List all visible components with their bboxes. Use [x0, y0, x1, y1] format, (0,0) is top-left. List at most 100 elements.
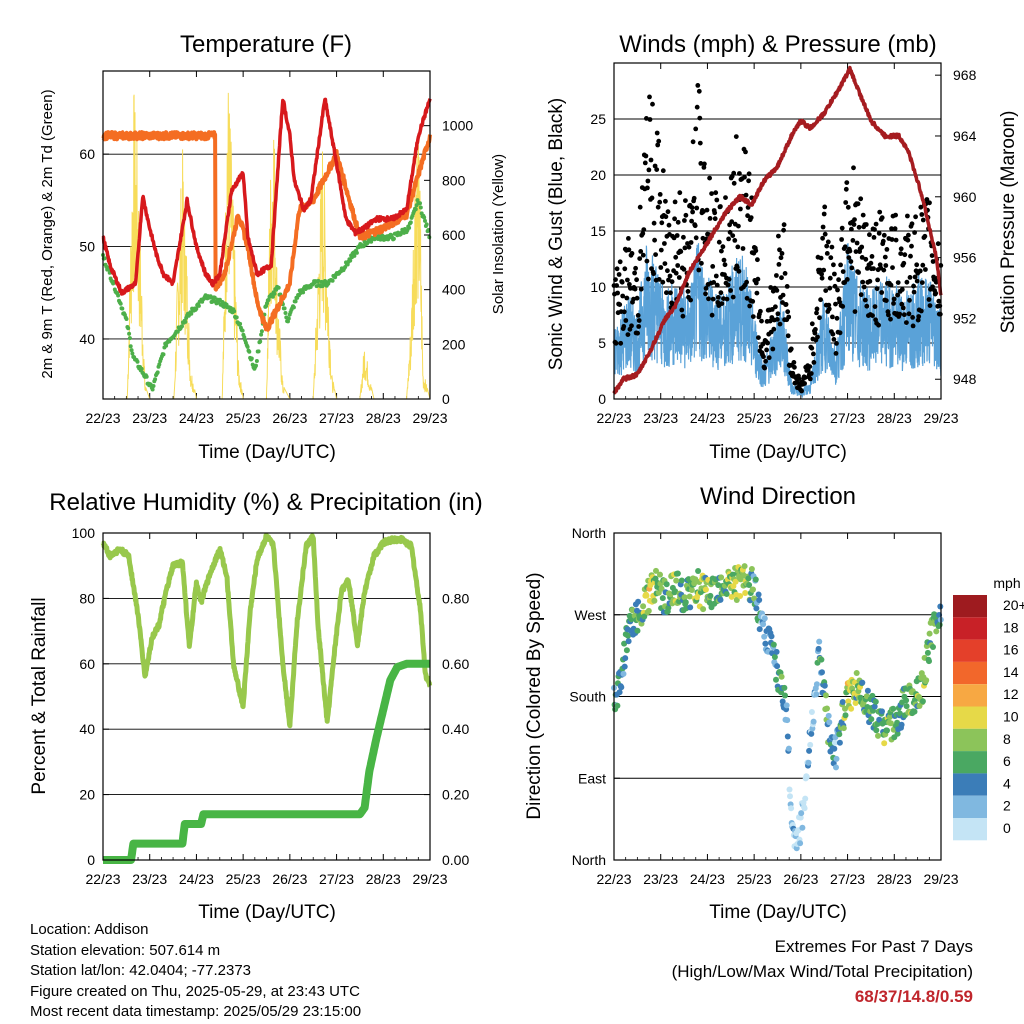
gust-point: [695, 83, 701, 88]
gust-point: [781, 227, 786, 233]
dewpoint-point: [348, 258, 353, 263]
gust-point: [720, 244, 726, 250]
gust-point: [914, 278, 920, 284]
x-tick-label: 24/23: [690, 871, 725, 887]
gust-point: [743, 149, 748, 155]
direction-point: [821, 682, 828, 689]
direction-point: [761, 633, 768, 640]
gust-point: [783, 302, 789, 307]
gust-point: [676, 275, 682, 280]
direction-point: [868, 716, 875, 723]
gust-point: [818, 297, 823, 303]
gust-point: [863, 256, 869, 262]
gust-point: [851, 165, 856, 171]
gust-point: [674, 233, 680, 238]
gust-point: [834, 341, 839, 346]
direction-point: [643, 592, 650, 599]
gust-point: [742, 174, 747, 180]
gust-point: [691, 195, 697, 201]
gust-point: [776, 233, 781, 239]
y-tick-right-label: 968: [953, 67, 977, 83]
gust-point: [916, 314, 922, 319]
direction-point: [845, 698, 852, 705]
gust-point: [666, 222, 672, 228]
gust-point: [843, 186, 849, 192]
direction-point: [745, 575, 752, 582]
gust-point: [831, 337, 837, 342]
x-tick-label: 26/23: [783, 410, 818, 426]
gust-point: [706, 296, 711, 302]
direction-point: [831, 745, 838, 752]
gust-point: [753, 248, 759, 254]
gust-point: [722, 262, 728, 268]
direction-point: [864, 687, 871, 694]
gust-point: [919, 212, 925, 217]
direction-point: [859, 679, 866, 686]
direction-point: [886, 714, 893, 720]
gust-point: [897, 311, 903, 317]
dewpoint-point: [422, 215, 427, 220]
gust-point: [666, 277, 671, 283]
gust-point: [713, 190, 719, 196]
direction-point: [816, 638, 823, 645]
gust-point: [644, 258, 650, 264]
direction-point: [682, 599, 689, 606]
direction-point: [785, 745, 792, 752]
gust-point: [907, 297, 912, 303]
x-tick-label: 26/23: [272, 410, 307, 426]
gust-point: [660, 279, 666, 285]
direction-point: [665, 604, 672, 611]
direction-point: [695, 568, 702, 574]
gust-point: [915, 317, 921, 323]
y-tick-right-label: 800: [442, 172, 466, 188]
direction-point: [774, 663, 781, 670]
direction-point: [826, 719, 833, 726]
direction-point: [802, 795, 809, 802]
direction-point: [873, 727, 880, 734]
gust-point: [784, 284, 790, 289]
y-tick-label: 0: [87, 852, 95, 868]
legend-swatch: [953, 661, 987, 685]
temp-2m-line: [101, 97, 432, 296]
y-tick-label: North: [572, 525, 606, 541]
direction-point: [836, 731, 843, 738]
gust-point: [651, 271, 656, 277]
gust-point: [839, 237, 844, 242]
gust-point: [750, 299, 756, 304]
gust-point: [726, 276, 732, 282]
y-tick-label: 40: [79, 331, 95, 347]
direction-point: [678, 577, 685, 584]
x-tick-label: 25/23: [226, 410, 261, 426]
gust-point: [658, 247, 664, 253]
gust-point: [820, 224, 826, 230]
direction-point: [741, 563, 748, 570]
gust-point: [682, 245, 688, 251]
gust-point: [877, 209, 883, 215]
gust-point: [689, 218, 694, 224]
gust-point: [858, 196, 864, 202]
direction-point: [869, 692, 876, 699]
gust-point: [618, 340, 624, 346]
legend-swatch: [953, 595, 987, 618]
gust-point: [889, 237, 895, 242]
gust-point: [883, 298, 889, 303]
gust-point: [707, 216, 713, 221]
y-tick-label: West: [574, 607, 606, 623]
gust-point: [638, 286, 644, 292]
dewpoint-point: [418, 201, 422, 206]
direction-point: [634, 627, 641, 634]
gust-point: [727, 229, 733, 235]
gust-point: [774, 288, 780, 293]
gust-point: [755, 276, 761, 282]
gust-point: [728, 288, 733, 293]
gust-point: [755, 257, 760, 263]
gust-point: [690, 209, 695, 215]
direction-point: [937, 603, 944, 610]
gust-point: [891, 301, 896, 306]
recent-timestamp: Most recent data timestamp: 2025/05/29 2…: [30, 1003, 362, 1020]
gust-point: [657, 199, 663, 205]
gust-point: [821, 267, 827, 273]
direction-point: [852, 700, 859, 706]
gust-point: [761, 354, 766, 360]
direction-point: [640, 603, 647, 610]
